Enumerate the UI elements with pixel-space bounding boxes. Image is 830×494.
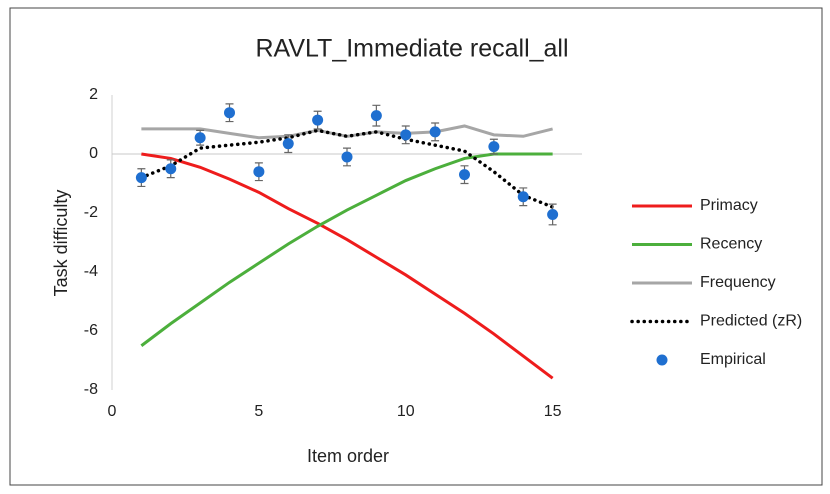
point [400, 129, 412, 141]
legend-marker [656, 354, 668, 366]
point [194, 132, 206, 144]
point [429, 126, 441, 138]
point [135, 172, 147, 184]
legend-label: Primacy [700, 197, 758, 214]
point [224, 107, 235, 119]
point [547, 208, 559, 220]
legend-label: Recency [700, 236, 762, 253]
y-tick-label: -8 [84, 381, 98, 398]
y-tick-label: -2 [84, 204, 98, 221]
point [517, 191, 529, 203]
chart-title: RAVLT_Immediate recall_all [255, 35, 568, 63]
y-tick-label: -4 [84, 263, 98, 280]
point [459, 169, 470, 181]
x-tick-label: 5 [254, 403, 263, 420]
point [488, 141, 500, 153]
point [370, 110, 382, 122]
chart-frame [9, 7, 823, 486]
y-tick-label: 0 [89, 145, 98, 162]
y-axis-title: Task difficulty [51, 190, 71, 297]
point [165, 163, 177, 175]
y-tick-label: -6 [84, 322, 98, 339]
point [282, 138, 294, 150]
series-line [141, 152, 554, 380]
point [253, 166, 265, 178]
series-line [139, 128, 555, 209]
legend-label: Predicted (zR) [700, 313, 802, 330]
legend-label: Empirical [700, 351, 766, 368]
series-line [140, 152, 553, 347]
point [312, 114, 324, 126]
legend-label: Frequency [700, 274, 776, 291]
y-tick-label: 2 [89, 86, 98, 103]
x-tick-label: 10 [397, 403, 415, 420]
point [341, 151, 353, 163]
x-tick-label: 15 [544, 403, 562, 420]
x-tick-label: 0 [108, 403, 117, 420]
x-axis-title: Item order [307, 446, 389, 466]
